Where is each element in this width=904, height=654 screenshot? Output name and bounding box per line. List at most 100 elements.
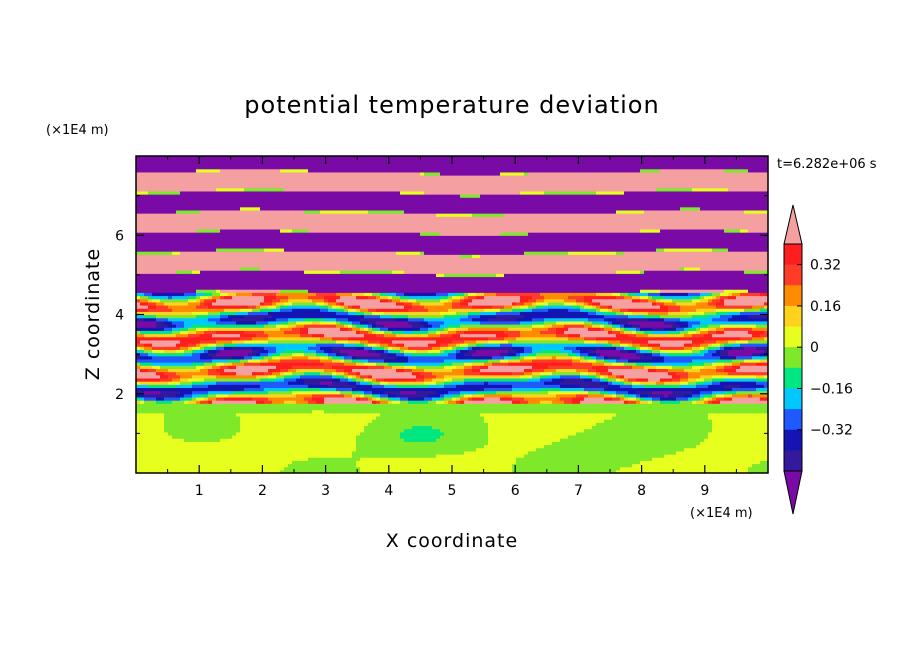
field-cell: [452, 362, 465, 366]
field-cell: [136, 289, 197, 293]
field-cell: [524, 355, 537, 360]
field-cell: [720, 355, 737, 360]
colorbar-label: −0.32: [810, 423, 853, 439]
field-cell: [136, 330, 141, 335]
field-cell: [404, 292, 437, 297]
field-cell: [520, 304, 529, 309]
field-cell: [420, 327, 429, 331]
field-cell: [540, 374, 549, 379]
field-cell: [668, 371, 677, 376]
field-cell: [140, 346, 145, 350]
field-cell: [684, 368, 701, 373]
field-cell: [304, 352, 317, 357]
colorbar-label: 0.16: [810, 299, 841, 315]
field-cell: [648, 333, 685, 338]
field-cell: [688, 371, 729, 376]
field-cell: [568, 352, 577, 357]
field-cell: [136, 213, 437, 217]
field-cell: [144, 333, 177, 338]
field-cell: [496, 311, 521, 316]
field-cell: [276, 292, 317, 297]
field-cell: [372, 381, 381, 385]
field-cell: [524, 301, 533, 306]
field-cell: [276, 317, 289, 322]
field-cell: [656, 365, 673, 369]
field-cell: [496, 314, 525, 319]
field-cell: [500, 232, 529, 236]
field-cell: [136, 371, 157, 376]
field-cell: [480, 346, 513, 350]
field-cell: [364, 377, 369, 382]
field-cell: [436, 381, 445, 385]
field-cell: [404, 301, 413, 306]
field-cell: [180, 390, 193, 395]
field-cell: [456, 311, 469, 316]
field-cell: [376, 346, 385, 350]
field-cell: [580, 384, 609, 389]
field-cell: [340, 390, 353, 395]
field-cell: [240, 428, 365, 433]
field-cell: [596, 374, 601, 379]
field-cell: [396, 317, 409, 322]
field-cell: [360, 358, 369, 363]
field-cell: [200, 333, 213, 338]
field-cell: [136, 282, 768, 287]
field-cell: [260, 349, 269, 354]
colorbar-segment: [784, 409, 802, 431]
field-cell: [424, 317, 461, 322]
field-cell: [136, 428, 165, 433]
field-cell: [380, 327, 389, 331]
field-cell: [452, 295, 461, 300]
field-cell: [136, 298, 141, 303]
field-cell: [680, 400, 693, 404]
field-cell: [680, 381, 689, 385]
field-cell: [452, 301, 461, 306]
field-cell: [636, 396, 641, 401]
field-cell: [472, 213, 505, 217]
field-cell: [260, 308, 273, 312]
field-cell: [660, 396, 677, 401]
field-cell: [668, 352, 693, 357]
field-cell: [412, 352, 441, 357]
field-cell: [264, 301, 273, 306]
field-cell: [512, 301, 517, 306]
field-cell: [692, 324, 701, 328]
field-cell: [156, 304, 169, 309]
field-cell: [356, 308, 361, 312]
field-cell: [640, 346, 649, 350]
field-cell: [276, 346, 309, 350]
field-cell: [420, 251, 425, 255]
field-cell: [620, 377, 625, 382]
field-cell: [140, 400, 145, 404]
field-cell: [692, 333, 705, 338]
field-cell: [336, 298, 381, 303]
field-cell: [268, 358, 281, 363]
field-cell: [216, 346, 225, 350]
field-cell: [260, 304, 269, 309]
field-cell: [268, 336, 321, 341]
field-cell: [636, 362, 653, 366]
field-cell: [712, 425, 768, 430]
field-cell: [388, 362, 405, 366]
field-cell: [624, 346, 629, 350]
field-cell: [620, 466, 749, 471]
field-cell: [344, 362, 357, 366]
field-cell: [704, 349, 709, 354]
field-cell: [660, 314, 693, 319]
field-cell: [584, 298, 593, 303]
field-cell: [364, 393, 373, 398]
field-cell: [584, 396, 605, 401]
field-cell: [316, 301, 325, 306]
field-cell: [488, 381, 545, 385]
field-cell: [688, 311, 705, 316]
field-cell: [452, 368, 465, 373]
field-cell: [424, 377, 433, 382]
field-cell: [184, 292, 197, 297]
field-cell: [292, 371, 305, 376]
field-cell: [660, 343, 685, 347]
field-cell: [136, 460, 293, 465]
field-cell: [328, 355, 333, 360]
field-cell: [316, 343, 345, 347]
field-cell: [392, 346, 401, 350]
field-cell: [156, 314, 197, 319]
